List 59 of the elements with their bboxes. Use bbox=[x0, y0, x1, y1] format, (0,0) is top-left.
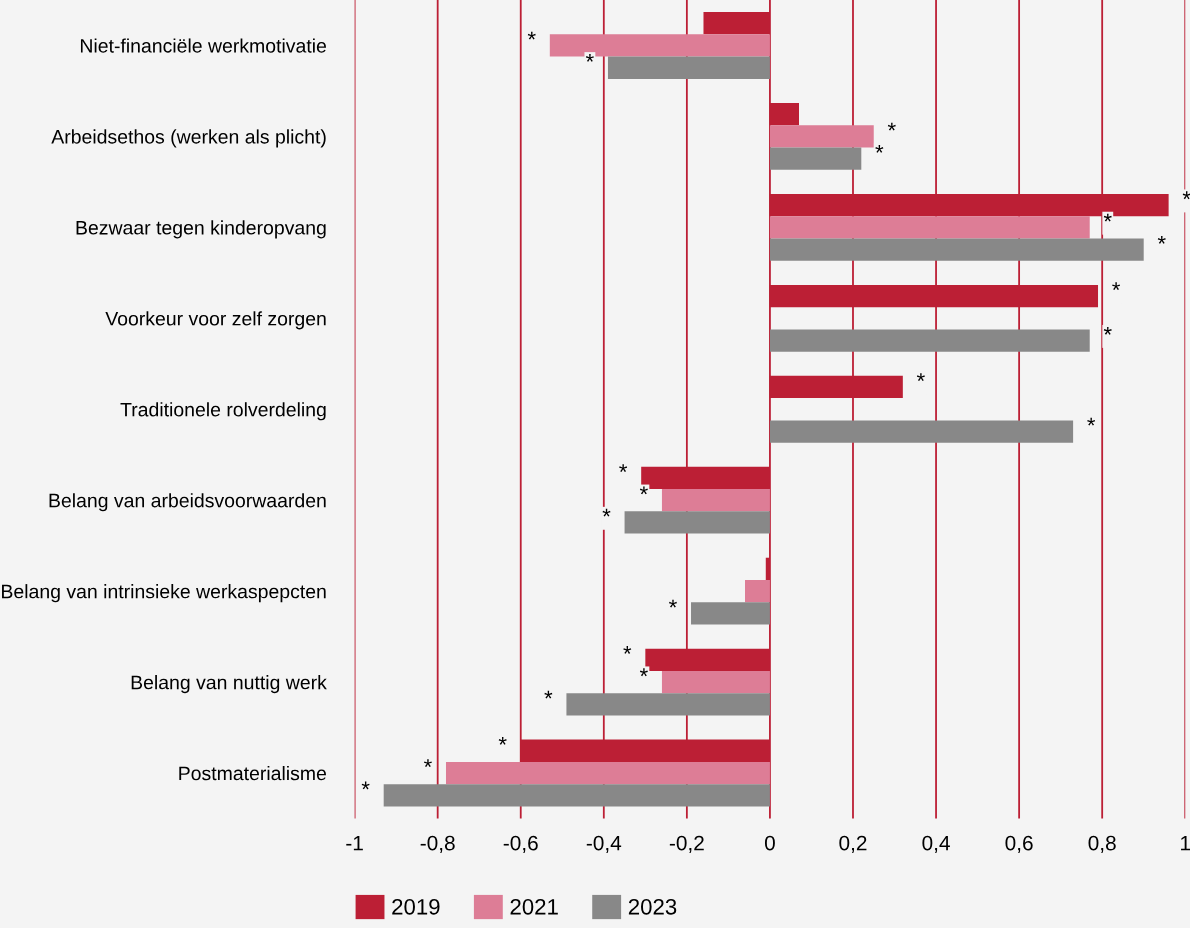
data-label: * bbox=[639, 486, 648, 495]
x-tick-label: -0,2 bbox=[669, 835, 704, 853]
legend-label: 2021 bbox=[510, 898, 558, 915]
y-tick-label: Belang van nuttig werk bbox=[131, 675, 327, 694]
x-tick-label: 0,6 bbox=[1005, 835, 1033, 853]
y-tick-label: Arbeidsethos (werken als plicht) bbox=[51, 129, 326, 148]
data-label: * bbox=[623, 646, 632, 654]
data-label: * bbox=[887, 122, 896, 131]
data-label: * bbox=[361, 781, 370, 790]
data-label: * bbox=[423, 759, 432, 768]
y-tick-label: Belang van intrinsieke werkaspepcten bbox=[2, 584, 326, 603]
x-tick-label: 1 bbox=[1181, 835, 1190, 851]
x-tick-label: 0,2 bbox=[839, 835, 867, 853]
bar bbox=[607, 56, 770, 79]
data-label: * bbox=[544, 690, 553, 699]
bar bbox=[769, 125, 874, 148]
data-label: * bbox=[875, 144, 884, 153]
data-label: * bbox=[1103, 213, 1112, 222]
y-tick-label: Traditionele rolverdeling bbox=[120, 402, 326, 421]
y-tick-label: Bezwaar tegen kinderopvang bbox=[76, 220, 326, 239]
y-tick-label: Belang van arbeidsvoorwaarden bbox=[49, 493, 326, 512]
bar bbox=[383, 784, 770, 807]
data-label: * bbox=[1103, 326, 1112, 335]
bar bbox=[445, 761, 770, 785]
bar bbox=[691, 602, 770, 625]
data-label: * bbox=[602, 508, 611, 517]
x-tick-label: 0,4 bbox=[922, 835, 950, 853]
legend-label: 2019 bbox=[392, 898, 440, 915]
legend-label: 2023 bbox=[628, 898, 677, 915]
x-tick-label: -0,4 bbox=[586, 835, 622, 853]
data-label: * bbox=[639, 668, 648, 677]
data-label: * bbox=[669, 599, 677, 608]
data-label: * bbox=[1157, 235, 1166, 244]
y-tick-label: Niet-financiële werkmotivatie bbox=[80, 38, 326, 53]
data-label: * bbox=[1112, 282, 1121, 291]
data-label: * bbox=[498, 737, 507, 745]
x-tick-label: -1 bbox=[346, 835, 363, 851]
bar bbox=[661, 670, 770, 694]
bar bbox=[661, 489, 770, 512]
bar bbox=[745, 580, 770, 603]
x-tick-label: -0,6 bbox=[503, 835, 538, 853]
bar bbox=[624, 511, 770, 534]
bar bbox=[769, 329, 1090, 352]
x-tick-label: 0 bbox=[764, 835, 775, 851]
bar bbox=[769, 147, 862, 170]
data-label: * bbox=[1087, 417, 1096, 426]
bar bbox=[769, 216, 1090, 239]
bar bbox=[566, 693, 770, 716]
data-label: * bbox=[527, 31, 536, 40]
data-label: * bbox=[585, 54, 594, 62]
y-tick-label: Postmaterialisme bbox=[179, 765, 326, 781]
data-label: * bbox=[1182, 191, 1190, 200]
data-label: * bbox=[916, 373, 925, 382]
y-tick-label: Voorkeur voor zelf zorgen bbox=[105, 311, 326, 330]
x-tick-label: 0,8 bbox=[1088, 835, 1116, 853]
x-tick-label: -0,8 bbox=[420, 835, 455, 853]
data-label: * bbox=[619, 464, 628, 472]
bar bbox=[769, 238, 1144, 261]
bar bbox=[769, 420, 1074, 443]
